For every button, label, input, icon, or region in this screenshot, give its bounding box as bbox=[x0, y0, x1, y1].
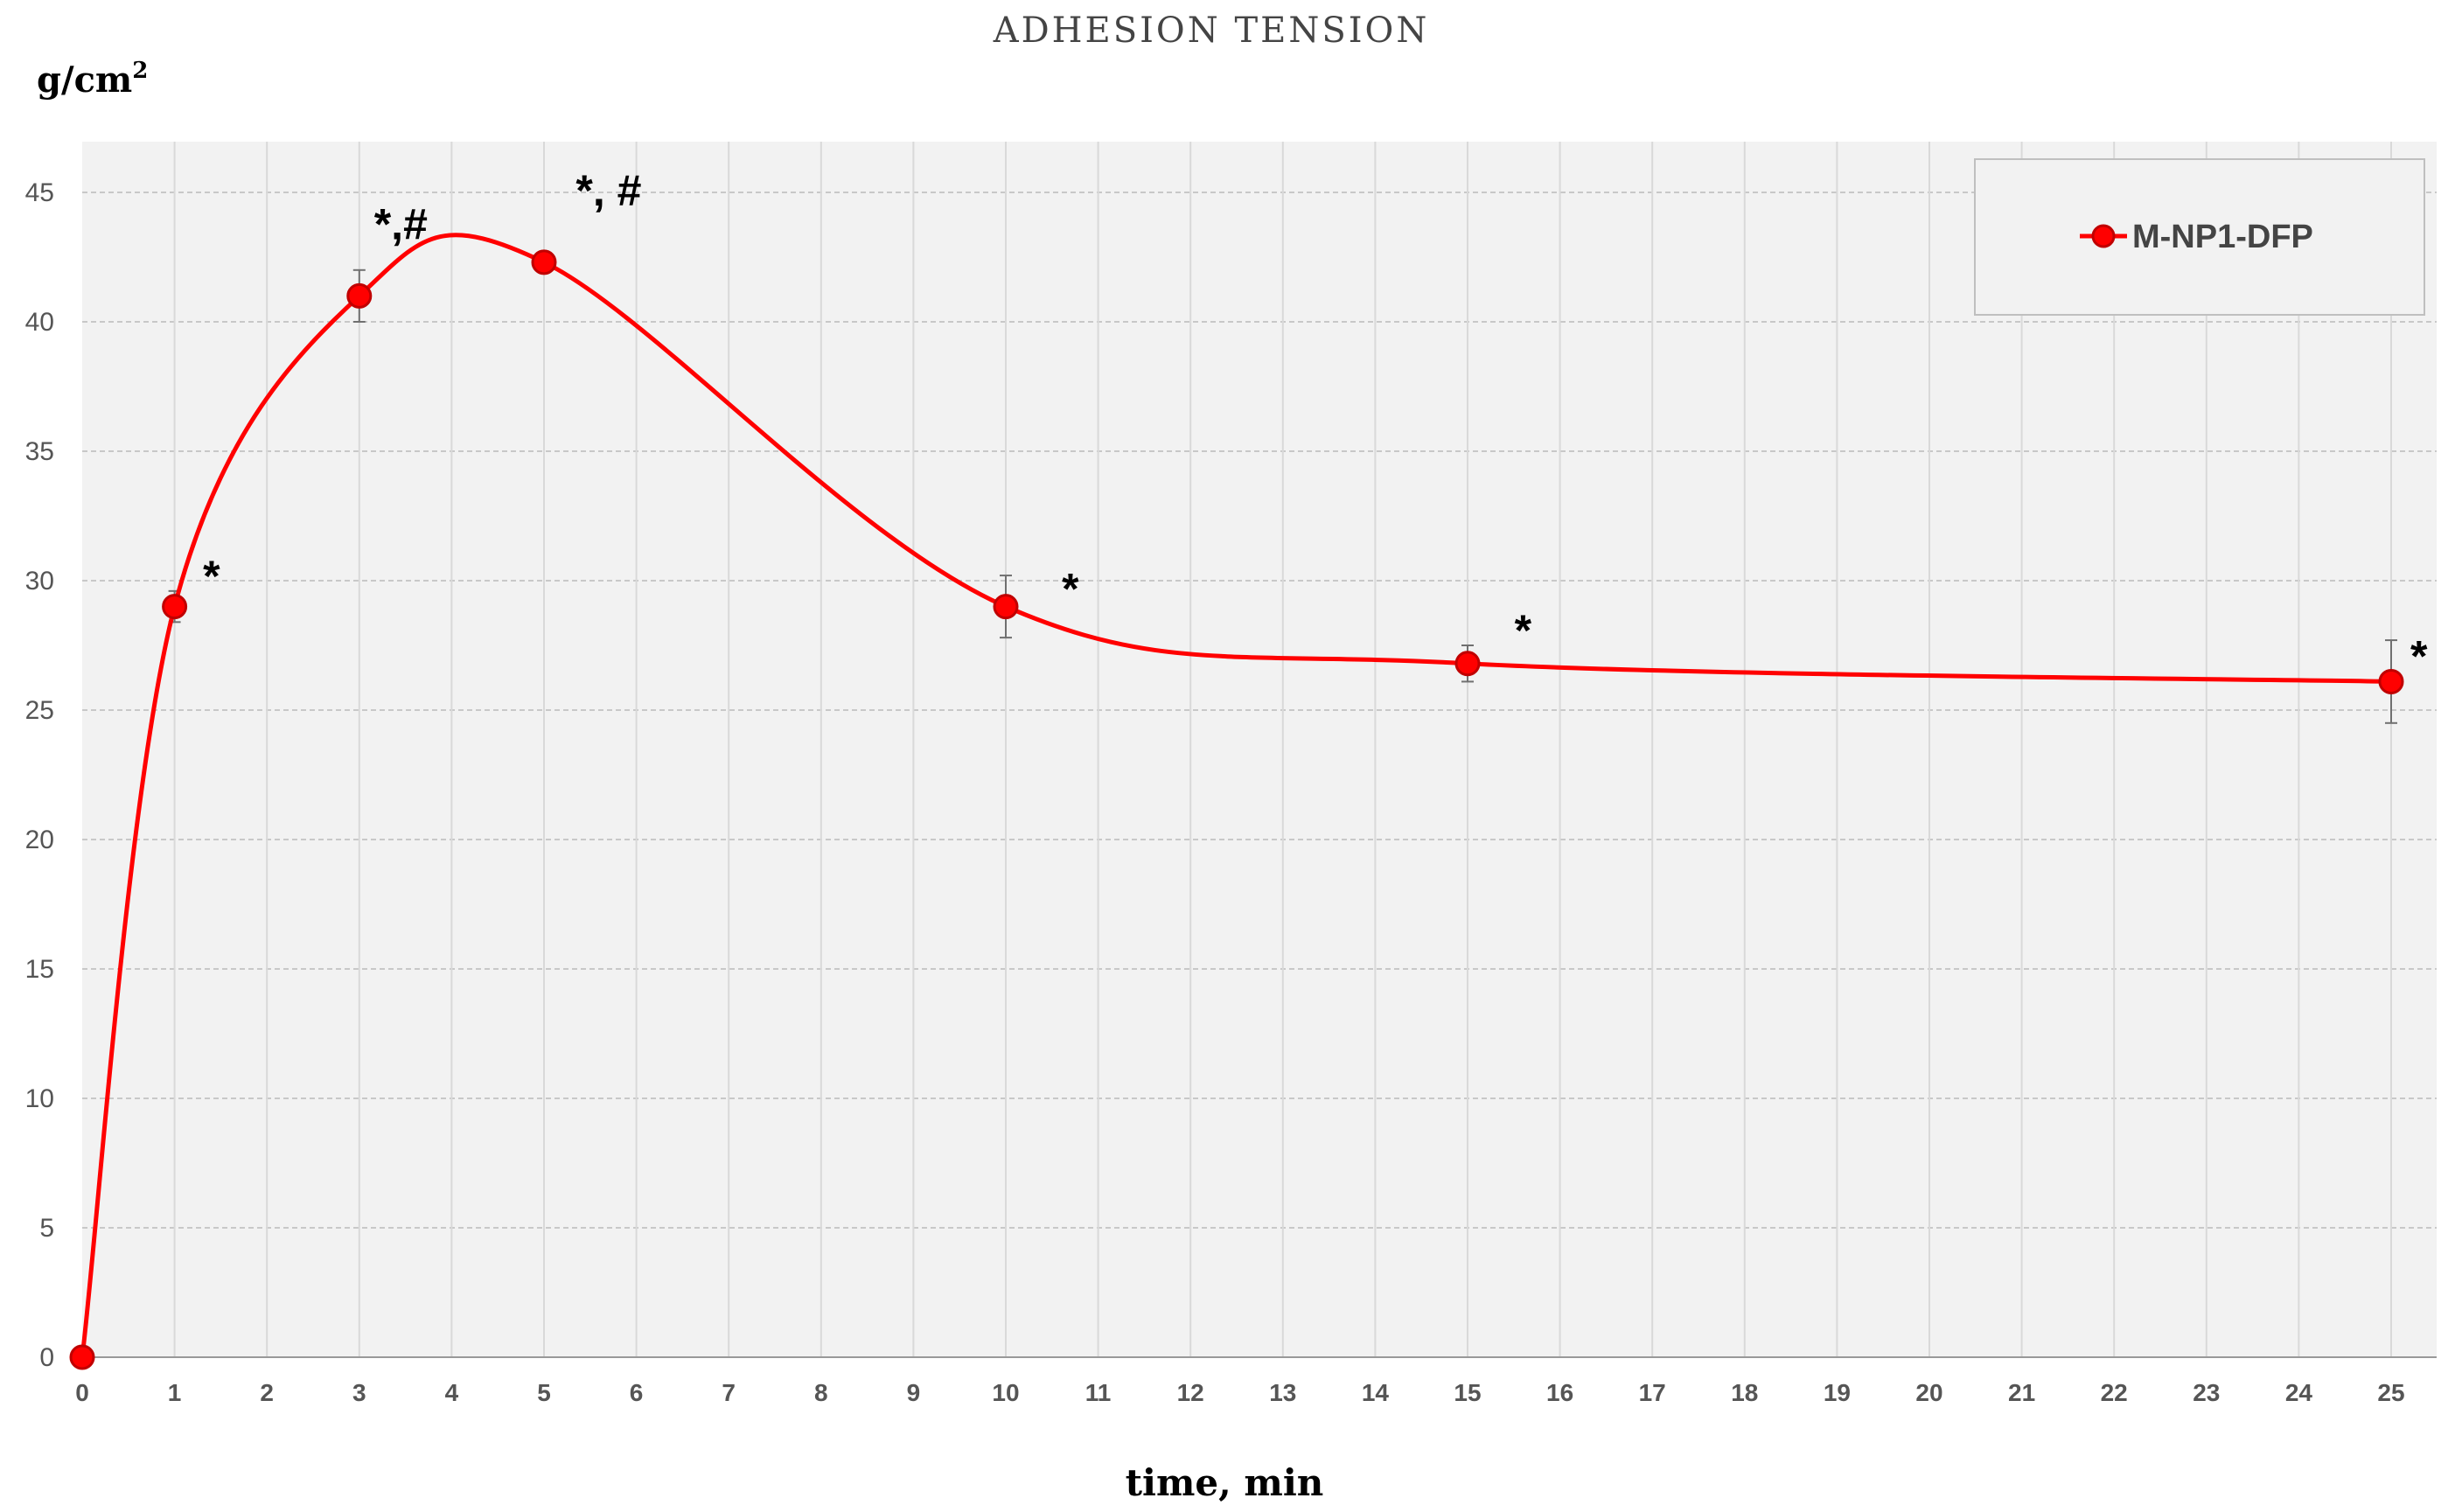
data-point bbox=[1454, 651, 1481, 677]
data-point bbox=[162, 594, 188, 620]
x-tick-label: 7 bbox=[722, 1379, 736, 1406]
x-tick-label: 5 bbox=[537, 1379, 551, 1406]
x-tick-label: 14 bbox=[1362, 1379, 1390, 1406]
x-tick-label: 0 bbox=[75, 1379, 89, 1406]
data-point bbox=[346, 282, 373, 309]
x-tick-label: 18 bbox=[1731, 1379, 1758, 1406]
series-line-m-np1-dfp bbox=[80, 233, 2392, 1358]
data-point bbox=[993, 594, 1019, 620]
y-axis-ticks: 0 5 10 15 20 25 30 35 40 45 bbox=[25, 178, 54, 1372]
y-tick-label: 45 bbox=[25, 178, 54, 207]
legend: M-NP1-DFP bbox=[1974, 158, 2425, 316]
x-tick-label: 6 bbox=[630, 1379, 644, 1406]
y-tick-label: 15 bbox=[25, 955, 54, 984]
x-tick-label: 4 bbox=[445, 1379, 459, 1406]
significance-annotation: * bbox=[203, 552, 220, 601]
significance-annotation: * bbox=[2410, 632, 2428, 681]
x-tick-label: 16 bbox=[1546, 1379, 1573, 1406]
y-axis-label-sup: 2 bbox=[132, 58, 148, 84]
data-point bbox=[2378, 668, 2404, 694]
x-tick-label: 12 bbox=[1177, 1379, 1204, 1406]
significance-annotation: *, # bbox=[575, 166, 641, 215]
x-tick-label: 2 bbox=[260, 1379, 274, 1406]
significance-annotation: * bbox=[1062, 565, 1079, 614]
x-tick-label: 1 bbox=[168, 1379, 182, 1406]
x-tick-label: 24 bbox=[2285, 1379, 2313, 1406]
data-points bbox=[69, 249, 2404, 1370]
x-tick-label: 9 bbox=[907, 1379, 921, 1406]
significance-annotations: * *,# *, # * * * bbox=[203, 166, 2428, 681]
x-axis-ticks: 0 1 2 3 4 5 6 7 8 9 10 11 12 13 14 15 16 17 18 19 20 21 22 23 24… bbox=[75, 1379, 2404, 1406]
x-tick-label: 3 bbox=[352, 1379, 366, 1406]
x-tick-label: 17 bbox=[1639, 1379, 1666, 1406]
y-tick-label: 20 bbox=[25, 826, 54, 854]
x-tick-label: 22 bbox=[2101, 1379, 2128, 1406]
y-tick-label: 35 bbox=[25, 437, 54, 466]
x-tick-label: 8 bbox=[814, 1379, 828, 1406]
y-axis-label: g/cm2 bbox=[37, 58, 148, 101]
x-tick-label: 15 bbox=[1454, 1379, 1481, 1406]
significance-annotation: * bbox=[1515, 606, 1532, 655]
legend-box bbox=[1974, 158, 2425, 316]
legend-entry-m-np1-dfp: M-NP1-DFP bbox=[2132, 219, 2313, 255]
y-tick-label: 25 bbox=[25, 696, 54, 725]
y-tick-label: 10 bbox=[25, 1084, 54, 1113]
y-tick-label: 40 bbox=[25, 308, 54, 337]
x-tick-label: 21 bbox=[2008, 1379, 2035, 1406]
y-tick-label: 0 bbox=[39, 1343, 54, 1372]
x-tick-label: 13 bbox=[1269, 1379, 1296, 1406]
x-tick-label: 19 bbox=[1824, 1379, 1851, 1406]
x-tick-label: 20 bbox=[1915, 1379, 1942, 1406]
legend-marker bbox=[2091, 224, 2116, 248]
x-tick-label: 10 bbox=[992, 1379, 1019, 1406]
x-tick-label: 23 bbox=[2193, 1379, 2220, 1406]
y-tick-label: 5 bbox=[39, 1214, 54, 1243]
y-axis-label-base: g/cm bbox=[37, 59, 132, 101]
x-tick-label: 25 bbox=[2377, 1379, 2404, 1406]
significance-annotation: *,# bbox=[374, 199, 428, 248]
y-tick-label: 30 bbox=[25, 567, 54, 596]
gridlines bbox=[82, 142, 2437, 1357]
chart-title: ADHESION TENSION bbox=[993, 10, 1430, 51]
data-point bbox=[69, 1344, 95, 1370]
x-tick-label: 11 bbox=[1085, 1379, 1112, 1406]
x-axis-label: time, min bbox=[1126, 1461, 1324, 1504]
data-point bbox=[531, 249, 557, 275]
plot-area bbox=[82, 142, 2437, 1357]
